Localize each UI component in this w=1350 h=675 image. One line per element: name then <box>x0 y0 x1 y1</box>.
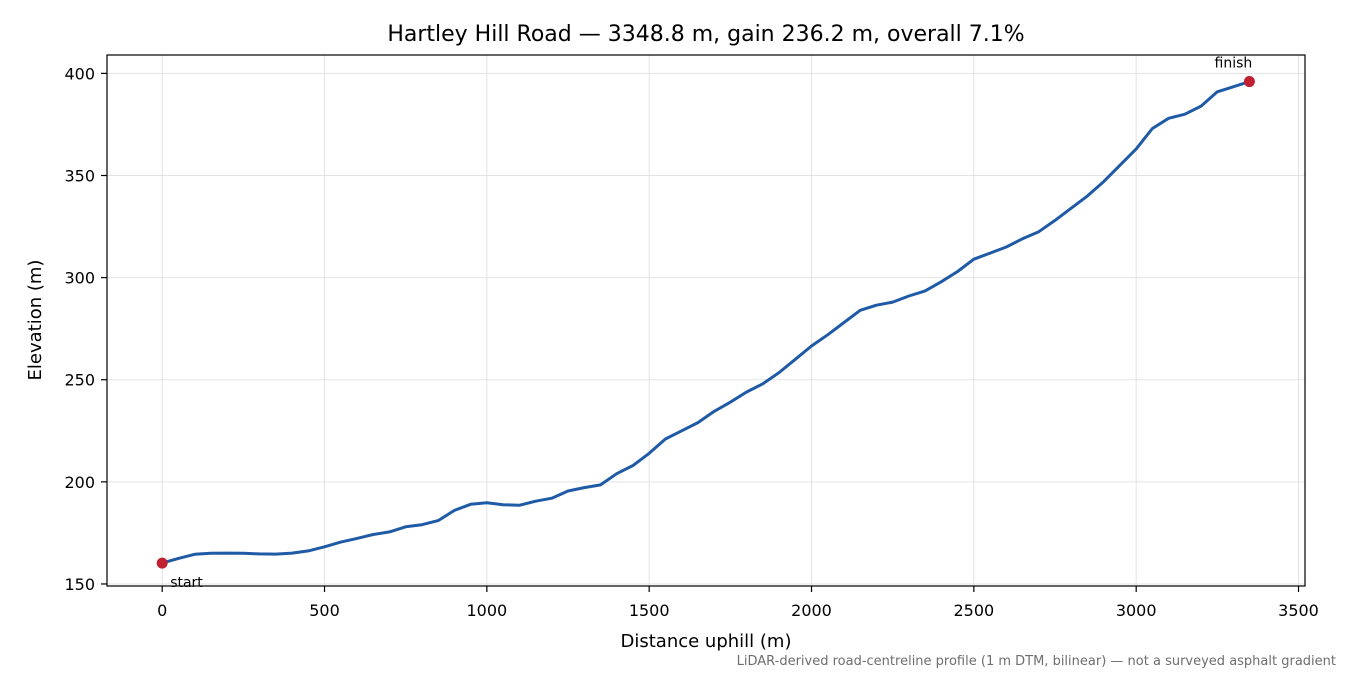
grid-lines <box>107 55 1305 586</box>
endpoint-marker <box>1243 76 1255 88</box>
x-tick-label: 0 <box>157 601 167 620</box>
x-tick-label: 500 <box>309 601 340 620</box>
y-tick-label: 250 <box>64 371 95 390</box>
footnote: LiDAR-derived road-centreline profile (1… <box>737 654 1336 669</box>
y-tick-label: 400 <box>64 64 95 83</box>
plot-frame <box>106 54 1306 587</box>
x-tick-label: 3500 <box>1278 601 1319 620</box>
y-axis-ticks: 150 200 250 300 350 400 <box>64 64 107 594</box>
y-tick-label: 150 <box>64 575 95 594</box>
endpoint-marker <box>156 557 168 569</box>
x-tick-label: 1500 <box>629 601 670 620</box>
chart-title: Hartley Hill Road — 3348.8 m, gain 236.2… <box>387 22 1024 47</box>
elevation-line <box>160 80 1251 565</box>
endpoint-label: start <box>170 575 203 591</box>
x-tick-label: 3000 <box>1116 601 1157 620</box>
x-tick-label: 2500 <box>953 601 994 620</box>
y-tick-label: 300 <box>64 269 95 288</box>
y-tick-label: 350 <box>64 166 95 185</box>
x-tick-label: 2000 <box>791 601 832 620</box>
endpoint-label: finish <box>1215 56 1253 72</box>
x-axis-ticks: 0 500 1000 1500 2000 2500 3000 3500 <box>157 586 1319 620</box>
x-axis-label: Distance uphill (m) <box>621 631 792 652</box>
x-tick-label: 1000 <box>466 601 507 620</box>
y-axis-label: Elevation (m) <box>25 260 46 381</box>
y-tick-label: 200 <box>64 473 95 492</box>
marker-layer: start finish <box>156 56 1255 591</box>
series-layer <box>160 80 1251 565</box>
